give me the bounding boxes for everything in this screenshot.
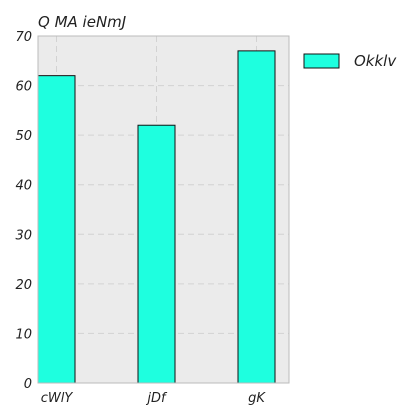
chart-title: Q MA ieNmJ (38, 13, 126, 31)
bar (37, 75, 76, 384)
legend-label: Okklv (354, 52, 397, 70)
y-tick-label: 0 (24, 377, 32, 392)
y-tick-label: 30 (15, 228, 32, 243)
y-tick-labels: 0 10 20 30 40 50 60 70 (15, 30, 32, 392)
x-tick-label: gK (248, 391, 266, 406)
bar (137, 124, 176, 384)
y-tick-label: 50 (15, 129, 32, 144)
legend: Okklv (303, 52, 397, 70)
bar (237, 50, 276, 384)
y-tick-label: 40 (15, 179, 32, 194)
y-tick-label: 60 (15, 80, 32, 95)
y-tick-label: 20 (15, 278, 32, 293)
legend-swatch (303, 53, 340, 69)
y-tick-label: 70 (15, 30, 32, 45)
axes (37, 35, 290, 384)
x-tick-labels: cWlY jDf gK (41, 391, 267, 406)
plot-frame (37, 35, 290, 384)
x-tick-label: jDf (145, 391, 168, 406)
x-tick-label: cWlY (41, 391, 74, 406)
y-tick-label: 10 (15, 327, 32, 342)
